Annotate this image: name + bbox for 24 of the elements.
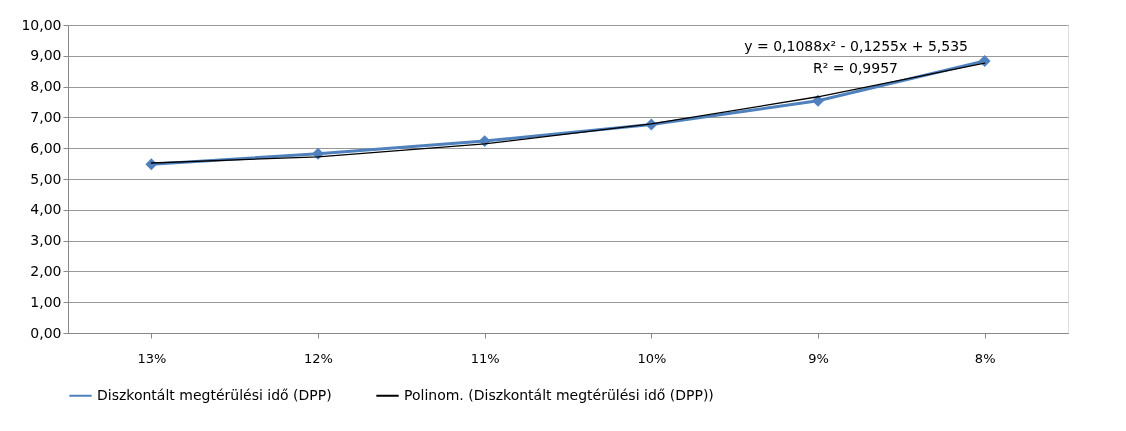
legend-label: Polinom. (Diszkontált megtérülési idő (DPP)) — [404, 386, 714, 403]
legend-label: Diszkontált megtérülési idő (DPP) — [97, 386, 332, 403]
y-tick-label: 4,00 — [30, 201, 62, 218]
x-tick-label: 8% — [974, 350, 996, 366]
y-tick-label: 8,00 — [30, 78, 62, 95]
x-tick-label: 11% — [470, 350, 500, 366]
y-tick-label: 7,00 — [30, 108, 62, 125]
annotation: y = 0,1088x² - 0,1255x + 5,535 — [744, 38, 968, 54]
y-tick-label: 5,00 — [30, 170, 62, 187]
x-tick-label: 10% — [637, 350, 667, 366]
annotation: R² = 0,9957 — [813, 60, 898, 76]
y-tick-label: 1,00 — [30, 293, 62, 310]
y-tick-label: 0,00 — [30, 324, 62, 341]
point — [812, 94, 824, 107]
y-tick-label: 3,00 — [30, 232, 62, 249]
y-tick-label: 6,00 — [30, 139, 62, 156]
x-tick-label: 12% — [304, 350, 333, 366]
y-tick-label: 9,00 — [30, 47, 62, 64]
y-tick-label: 10,00 — [21, 16, 62, 33]
x-tick-label: 9% — [808, 350, 829, 366]
y-tick-label: 2,00 — [30, 262, 62, 279]
x-tick-label: 13% — [137, 350, 167, 366]
point — [312, 147, 324, 160]
point — [978, 55, 991, 67]
